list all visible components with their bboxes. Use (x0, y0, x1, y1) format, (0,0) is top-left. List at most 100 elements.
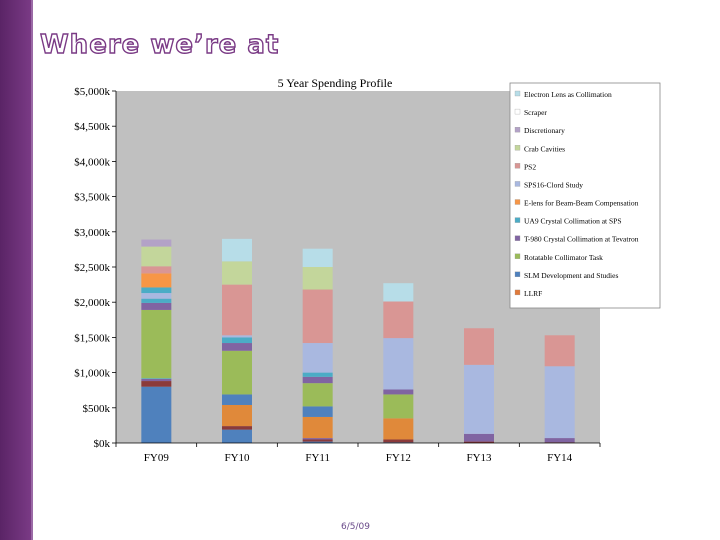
x-tick-label: FY10 (224, 452, 250, 464)
bar-segment (383, 283, 414, 302)
sidebar-band (0, 0, 31, 540)
bar-segment (383, 439, 414, 443)
slide-title: Where we’re at (39, 29, 280, 60)
y-tick-label: $4,500k (74, 121, 110, 133)
bar-segment (383, 394, 414, 419)
legend-swatch (514, 181, 521, 187)
legend-swatch (514, 199, 521, 205)
bar-segment (302, 343, 333, 373)
bar-segment (302, 416, 333, 439)
bar-segment (222, 394, 252, 405)
legend-swatch (514, 253, 521, 259)
x-tick-label: FY09 (144, 452, 170, 464)
bar-segment (302, 372, 333, 377)
bar-segment (141, 381, 172, 387)
bar-segment (222, 343, 252, 351)
bar-segment (222, 335, 252, 338)
bar-segment (302, 248, 333, 267)
y-tick-label: $5,000k (74, 86, 110, 98)
legend-swatch (514, 163, 521, 169)
x-tick-label: FY11 (305, 452, 330, 464)
bar-segment (383, 338, 414, 390)
y-tick-label: $2,000k (74, 297, 110, 309)
bar-segment (302, 289, 333, 344)
y-tick-label: $500k (83, 403, 111, 415)
bar-segment (544, 438, 575, 443)
bar-segment (222, 238, 252, 262)
legend-label: Electron Lens as Collimation (524, 90, 612, 99)
bar-segment (141, 266, 172, 274)
legend-label: Rotatable Collimator Task (524, 253, 603, 262)
legend-label: UA9 Crystal Collimation at SPS (524, 217, 622, 226)
bar-segment (222, 429, 252, 443)
legend-swatch (514, 145, 521, 151)
bar-segment (222, 350, 252, 395)
bar-segment (141, 378, 172, 382)
spending-chart: 5 Year Spending Profile $0k $500k $1,000k $… (50, 75, 690, 470)
bar-segment (141, 386, 172, 443)
legend-swatch (514, 108, 521, 115)
bar-segment (222, 426, 252, 430)
legend-swatch (514, 271, 521, 277)
bar-segment (302, 406, 333, 417)
bars (141, 238, 575, 443)
legend-label: PS2 (524, 162, 536, 171)
y-axis: $0k $500k $1,000k $1,500k $2,000k $2,500k $3,0… (74, 86, 117, 450)
bar-segment (302, 376, 333, 384)
bar-segment (141, 298, 172, 303)
y-tick-label: $2,500k (74, 262, 110, 274)
legend-label: SLM Development and Studies (524, 271, 618, 280)
y-tick-label: $3,000k (74, 227, 110, 239)
legend-label: Discretionary (524, 126, 565, 135)
legend-label: T-980 Crystal Collimation at Tevatron (524, 235, 639, 244)
legend-swatch (514, 127, 521, 133)
legend-label: LLRF (524, 289, 542, 298)
bar-segment (302, 267, 333, 290)
bar-segment (222, 404, 252, 427)
y-tick-label: $1,500k (74, 332, 110, 344)
bar-segment (464, 364, 494, 434)
y-tick-label: $0k (94, 438, 111, 450)
bar-segment (464, 441, 494, 443)
sidebar-edge-line (31, 0, 33, 540)
chart-title: 5 Year Spending Profile (278, 76, 393, 90)
bar-segment (141, 378, 172, 379)
x-tick-label: FY14 (547, 452, 573, 464)
bar-segment (222, 337, 252, 344)
bar-segment (464, 433, 494, 442)
bar-segment (302, 383, 333, 407)
legend-box (509, 82, 661, 309)
bar-segment (302, 438, 333, 440)
footer-date: 6/5/09 (341, 522, 370, 532)
legend-swatch (514, 217, 521, 223)
bar-segment (141, 302, 172, 310)
chart-svg: 5 Year Spending Profile $0k$500k$1,000k$… (74, 76, 661, 464)
legend-label: Scraper (524, 108, 547, 117)
bar-segment (544, 366, 575, 439)
bar-segment (544, 335, 575, 367)
legend: Electron Lens as Collimation Scraper Discr… (509, 82, 661, 309)
bar-segment (141, 293, 172, 299)
legend-label: E-lens for Beam-Beam Compensation (524, 199, 639, 208)
x-tick-label: FY12 (386, 452, 411, 464)
legend-label: SPS16-Clord Study (524, 180, 583, 189)
y-tick-label: $3,500k (74, 192, 110, 204)
bar-segment (302, 439, 333, 442)
bar-segment (383, 301, 414, 339)
bar-segment (464, 328, 494, 365)
x-tick-label: FY13 (466, 452, 492, 464)
bar-segment (141, 246, 172, 267)
bar-segment (141, 273, 172, 288)
bar-segment (141, 287, 172, 294)
bar-segment (222, 261, 252, 285)
legend-label: Crab Cavities (524, 144, 565, 153)
x-axis: FY09 FY10 FY11 FY12 FY13 FY14 (115, 442, 601, 464)
bar-segment (222, 284, 252, 336)
bar-segment (141, 309, 172, 379)
bar-segment (302, 441, 333, 443)
bar-segment (383, 389, 414, 395)
bar-segment (141, 239, 172, 247)
legend-swatch (514, 90, 521, 97)
legend-swatch (514, 289, 521, 296)
legend-swatch (514, 235, 521, 241)
